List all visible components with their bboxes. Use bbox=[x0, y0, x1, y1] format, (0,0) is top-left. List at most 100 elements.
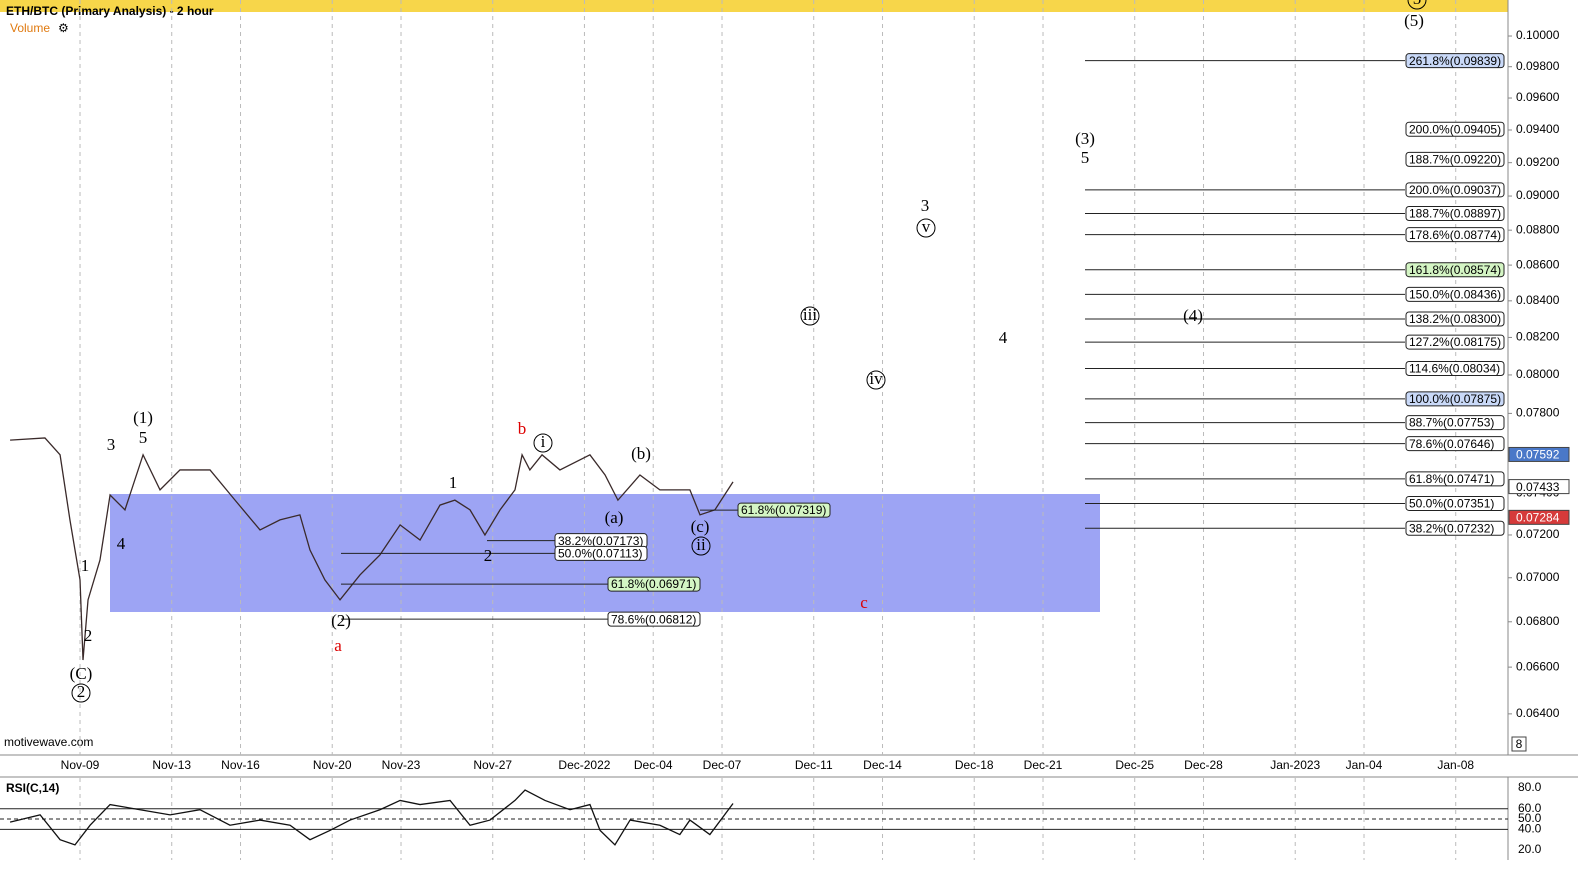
y-tick-label: 0.07200 bbox=[1516, 527, 1560, 541]
x-tick-label: Jan-04 bbox=[1346, 758, 1383, 772]
fib-label: 61.8%(0.07471) bbox=[1409, 472, 1494, 486]
fib-label: 200.0%(0.09037) bbox=[1409, 183, 1501, 197]
fib-label: 200.0%(0.09405) bbox=[1409, 122, 1501, 136]
y-tick-label: 0.09600 bbox=[1516, 90, 1560, 104]
y-tick-label: 20.0 bbox=[1518, 842, 1542, 856]
wave-label: 5 bbox=[1081, 148, 1090, 167]
y-tick-label: 0.06400 bbox=[1516, 706, 1560, 720]
fib-label-box bbox=[737, 502, 831, 518]
chart-title: ETH/BTC (Primary Analysis) - 2 hour bbox=[6, 4, 214, 18]
fib-label-box bbox=[1405, 206, 1505, 222]
fib-label-box bbox=[1405, 121, 1505, 137]
fib-label-box bbox=[1405, 311, 1505, 327]
wave-label: iii bbox=[803, 305, 817, 324]
wave-label: (b) bbox=[631, 444, 651, 463]
y-tick-label: 0.07800 bbox=[1516, 406, 1560, 420]
x-tick-label: Nov-23 bbox=[382, 758, 421, 772]
x-tick-label: Dec-14 bbox=[863, 758, 902, 772]
header-bar bbox=[0, 0, 1508, 12]
fib-label-box bbox=[1405, 286, 1505, 302]
fib-label-box bbox=[1405, 415, 1505, 431]
wave-label: 3 bbox=[107, 435, 116, 454]
price-badge-label: 0.07284 bbox=[1516, 511, 1560, 525]
wave-label: (c) bbox=[691, 517, 710, 536]
y-tick-label: 0.09800 bbox=[1516, 59, 1560, 73]
wave-circle bbox=[71, 683, 91, 703]
wave-label: v bbox=[922, 217, 931, 236]
x-tick-label: Nov-16 bbox=[221, 758, 260, 772]
price-badge-label: 0.07433 bbox=[1516, 480, 1560, 494]
fib-label-box bbox=[607, 576, 701, 592]
y-tick-label: 0.08600 bbox=[1516, 257, 1560, 271]
wave-label: (1) bbox=[133, 408, 153, 427]
price-badge bbox=[1508, 479, 1570, 495]
fib-label: 261.8%(0.09839) bbox=[1409, 54, 1501, 68]
series-line bbox=[9, 789, 734, 846]
fib-label: 178.6%(0.08774) bbox=[1409, 228, 1501, 242]
y-tick-label: 0.10000 bbox=[1516, 28, 1560, 42]
x-tick-label: Dec-04 bbox=[634, 758, 673, 772]
wave-label: 5 bbox=[139, 428, 148, 447]
y-tick-label: 0.06800 bbox=[1516, 614, 1560, 628]
x-tick-label: Dec-21 bbox=[1024, 758, 1063, 772]
y-tick-label: 0.08200 bbox=[1516, 330, 1560, 344]
fib-label: 61.8%(0.06971) bbox=[611, 577, 696, 591]
x-tick-label: Nov-13 bbox=[152, 758, 191, 772]
x-tick-label: Jan-08 bbox=[1437, 758, 1474, 772]
wave-label: iv bbox=[869, 369, 883, 388]
fib-label-box bbox=[1405, 53, 1505, 69]
price-badge bbox=[1508, 509, 1570, 525]
wave-label: 4 bbox=[117, 534, 126, 553]
wave-label: c bbox=[860, 593, 868, 612]
x-tick-label: Dec-2022 bbox=[558, 758, 610, 772]
x-tick-label: Dec-28 bbox=[1184, 758, 1223, 772]
wave-label: ii bbox=[696, 535, 706, 554]
wave-label: (4) bbox=[1183, 306, 1203, 325]
fib-label-box bbox=[1405, 391, 1505, 407]
x-tick-label: Nov-09 bbox=[61, 758, 100, 772]
fib-label-box bbox=[1405, 182, 1505, 198]
fib-label: 61.8%(0.07319) bbox=[741, 503, 826, 517]
series-line bbox=[10, 437, 734, 661]
fib-label: 78.6%(0.06812) bbox=[611, 612, 696, 626]
wave-circle bbox=[866, 370, 886, 390]
fib-label: 114.6%(0.08034) bbox=[1409, 362, 1500, 376]
axis-badge bbox=[1511, 736, 1527, 752]
wave-circle bbox=[916, 218, 936, 238]
watermark: motivewave.com bbox=[4, 735, 93, 749]
fib-label: 127.2%(0.08175) bbox=[1409, 335, 1501, 349]
fib-label: 38.2%(0.07232) bbox=[1409, 521, 1494, 535]
fib-label: 150.0%(0.08436) bbox=[1409, 288, 1501, 302]
x-tick-label: Nov-27 bbox=[473, 758, 512, 772]
wave-label: b bbox=[518, 419, 527, 438]
rsi-title: RSI(C,14) bbox=[6, 781, 59, 795]
settings-icon[interactable]: ⚙ bbox=[58, 21, 69, 35]
wave-label: 4 bbox=[999, 328, 1008, 347]
wave-label: 1 bbox=[81, 556, 90, 575]
fib-label: 88.7%(0.07753) bbox=[1409, 416, 1494, 430]
y-tick-label: 0.09000 bbox=[1516, 188, 1560, 202]
y-tick-label: 40.0 bbox=[1518, 822, 1542, 836]
wave-label: (2) bbox=[331, 611, 351, 630]
wave-label: 3 bbox=[921, 196, 930, 215]
fib-label: 50.0%(0.07351) bbox=[1409, 497, 1494, 511]
indicator-label[interactable]: Volume bbox=[10, 21, 50, 35]
wave-label: 5 bbox=[1413, 0, 1422, 8]
fib-label: 78.6%(0.07646) bbox=[1409, 437, 1494, 451]
x-tick-label: Dec-18 bbox=[955, 758, 994, 772]
fib-label: 100.0%(0.07875) bbox=[1409, 392, 1501, 406]
wave-label: 2 bbox=[484, 546, 493, 565]
y-tick-label: 0.09400 bbox=[1516, 122, 1560, 136]
y-tick-label: 0.06600 bbox=[1516, 659, 1560, 673]
fib-label: 188.7%(0.09220) bbox=[1409, 153, 1501, 167]
wave-circle bbox=[691, 536, 711, 556]
wave-circle bbox=[1407, 0, 1427, 10]
price-badge bbox=[1508, 446, 1570, 462]
wave-label: i bbox=[541, 432, 546, 451]
fib-label-box bbox=[1405, 262, 1505, 278]
fib-label-box bbox=[1405, 334, 1505, 350]
fib-label-box bbox=[1405, 227, 1505, 243]
fib-label-box bbox=[554, 545, 648, 561]
fib-label-box bbox=[1405, 495, 1505, 511]
